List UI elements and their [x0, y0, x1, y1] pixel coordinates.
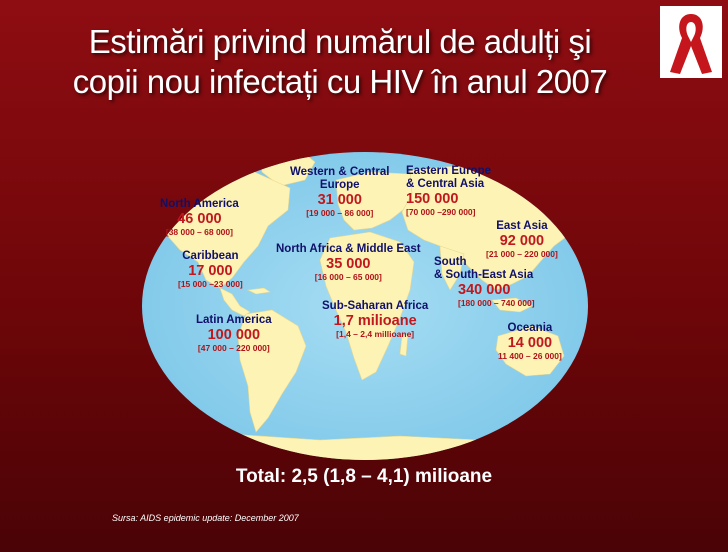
southeast-asia-islands-shape	[491, 297, 533, 313]
label-north-africa-middle-east: North Africa & Middle East 35 000 [16 00…	[276, 243, 421, 282]
label-sub-saharan-africa: Sub-Saharan Africa 1,7 milioane [1,4 – 2…	[322, 300, 428, 339]
region-range: [19 000 – 86 000]	[306, 208, 374, 218]
india-shape	[439, 245, 465, 291]
label-south-southeast-asia: South & South-East Asia 340 000 [180 000…	[434, 256, 535, 308]
region-value: 100 000	[207, 327, 261, 343]
region-name-line-2: Europe	[319, 179, 360, 191]
label-east-asia: East Asia 92 000 [21 000 – 220 000]	[486, 220, 558, 259]
region-value: 92 000	[499, 233, 545, 249]
label-north-america: North America 46 000 [38 000 – 68 000]	[160, 198, 239, 237]
region-name-line-2: & South-East Asia	[434, 269, 534, 281]
slide-title: Estimări privind numărul de adulți şi co…	[10, 22, 670, 102]
region-value: 340 000	[458, 282, 511, 298]
region-value: 14 000	[507, 335, 553, 351]
region-name: East Asia	[496, 220, 548, 232]
region-name: North Africa & Middle East	[276, 243, 421, 255]
australia-shape	[495, 325, 565, 377]
source-citation: Sursa: AIDS epidemic update: December 20…	[112, 513, 299, 523]
total-estimate: Total: 2,5 (1,8 – 4,1) milioane	[235, 466, 493, 487]
africa-shape	[319, 231, 415, 381]
slide-title-line-1: Estimări privind numărul de adulți şi	[88, 23, 592, 60]
region-range: [70 000 –290 000]	[406, 207, 476, 217]
region-name: Oceania	[507, 322, 553, 334]
europe-shape	[335, 171, 421, 231]
label-eastern-europe-central-asia: Eastern Europe & Central Asia 150 000 [7…	[406, 165, 491, 217]
region-range: [15 000 –23 000]	[178, 279, 243, 289]
region-name: Sub-Saharan Africa	[322, 300, 429, 312]
region-name-line-1: South	[434, 256, 467, 268]
region-value: 31 000	[317, 192, 362, 208]
region-value: 1,7 milioane	[333, 313, 417, 329]
new-zealand-shape	[569, 375, 579, 397]
region-name: North America	[160, 198, 239, 210]
region-range: [16 000 – 65 000]	[314, 272, 382, 282]
label-oceania: Oceania 14 000 11 400 – 26 000]	[498, 322, 562, 361]
red-ribbon-icon	[670, 14, 712, 74]
region-name-line-1: Eastern Europe	[406, 165, 491, 177]
region-range: [38 000 – 68 000]	[165, 227, 233, 237]
region-name: Caribbean	[182, 250, 239, 262]
antarctica-shape	[142, 433, 588, 460]
region-range: [21 000 – 220 000]	[486, 249, 558, 259]
world-map	[140, 150, 590, 462]
region-name-line-1: Western & Central	[290, 166, 390, 178]
south-america-shape	[237, 309, 307, 433]
label-latin-america: Latin America 100 000 [47 000 – 220 000]	[196, 314, 272, 353]
madagascar-shape	[399, 333, 409, 357]
region-range: 11 400 – 26 000]	[498, 351, 562, 361]
region-value: 150 000	[406, 191, 459, 207]
region-range: [47 000 – 220 000]	[197, 343, 270, 353]
region-name: Latin America	[196, 314, 272, 326]
aids-ribbon-logo	[660, 6, 722, 78]
region-value: 35 000	[326, 256, 371, 272]
label-western-central-europe: Western & Central Europe 31 000 [19 000 …	[290, 166, 389, 218]
region-value: 17 000	[188, 263, 233, 279]
label-caribbean: Caribbean 17 000 [15 000 –23 000]	[178, 250, 243, 289]
region-name-line-2: & Central Asia	[406, 178, 485, 190]
region-range: [180 000 – 740 000]	[458, 298, 535, 308]
caribbean-islands-shape	[246, 287, 271, 295]
region-range: [1,4 – 2,4 millioane]	[336, 329, 415, 339]
region-value: 46 000	[177, 211, 222, 227]
slide-title-line-2: copii nou infectați cu HIV în anul 2007	[72, 63, 608, 100]
